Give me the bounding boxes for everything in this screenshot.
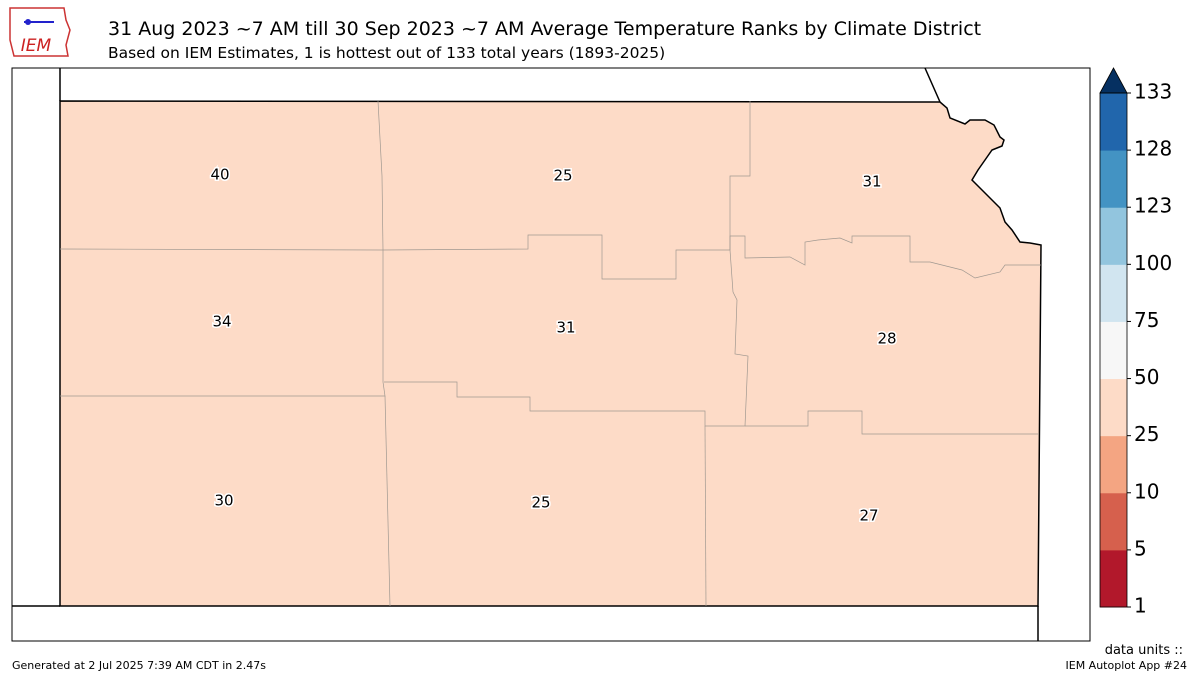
district-label: 34 xyxy=(212,313,231,331)
colorbar-tick-label: 128 xyxy=(1134,137,1172,161)
logo-icon xyxy=(25,19,31,25)
district-border xyxy=(704,425,707,607)
colorbar-bin xyxy=(1100,321,1127,380)
colorbar-tick-label: 10 xyxy=(1134,479,1159,503)
colorbar-bin xyxy=(1100,435,1127,494)
colorbar-bin xyxy=(1100,264,1127,322)
district-border xyxy=(59,248,386,397)
district-border xyxy=(382,101,751,280)
colorbar-tick-label: 133 xyxy=(1134,80,1172,104)
colorbar-tick-label: 25 xyxy=(1134,422,1159,446)
district-label: 25 xyxy=(553,167,572,185)
state-shape xyxy=(59,100,1042,607)
district-label: 31 xyxy=(556,319,575,337)
colorbar-tick-label: 123 xyxy=(1134,194,1172,218)
colorbar-tick-label: 50 xyxy=(1134,365,1159,389)
colorbar-bin xyxy=(1100,378,1127,437)
district-border xyxy=(377,100,384,251)
logo-text: IEM xyxy=(21,36,52,56)
footer-app: IEM Autoplot App #24 xyxy=(1066,659,1188,672)
logo-outline xyxy=(9,7,71,57)
colorbar-tick-label: 100 xyxy=(1134,251,1172,275)
district-label: 30 xyxy=(214,492,233,510)
district-label: 27 xyxy=(859,507,878,525)
colorbar-bin xyxy=(1100,207,1127,265)
neighbor-border xyxy=(12,67,1039,641)
district-label: 28 xyxy=(877,330,896,348)
colorbar-extend xyxy=(1099,67,1128,94)
district-label: 40 xyxy=(210,166,229,184)
district-border xyxy=(384,395,391,607)
colorbar-frame xyxy=(1099,92,1128,608)
colorbar: 1 5 10 25 50 75 100 123 128 133 xyxy=(1099,67,1172,618)
district-border xyxy=(384,235,1041,427)
colorbar-tick-label: 75 xyxy=(1134,308,1159,332)
colorbar-bin xyxy=(1100,93,1127,151)
district-label: 25 xyxy=(531,494,550,512)
colorbar-bin xyxy=(1100,492,1127,551)
footer-generated: Generated at 2 Jul 2025 7:39 AM CDT in 2… xyxy=(12,659,266,672)
logo: IEM xyxy=(9,7,71,57)
subtitle: Based on IEM Estimates, 1 is hottest out… xyxy=(108,44,665,62)
colorbar-tick-label: 1 xyxy=(1134,594,1147,618)
footer-units: data units :: xyxy=(1105,643,1183,658)
district-label: 31 xyxy=(862,173,881,191)
kansas xyxy=(59,100,1042,607)
title: 31 Aug 2023 ~7 AM till 30 Sep 2023 ~7 AM… xyxy=(108,18,981,40)
district-labels: 40 25 31 34 31 28 30 25 27 xyxy=(209,164,898,526)
colorbar-tick-label: 5 xyxy=(1134,536,1147,560)
colorbar-bin xyxy=(1100,150,1127,208)
district-border xyxy=(745,410,1039,435)
colorbar-bin xyxy=(1100,549,1127,608)
